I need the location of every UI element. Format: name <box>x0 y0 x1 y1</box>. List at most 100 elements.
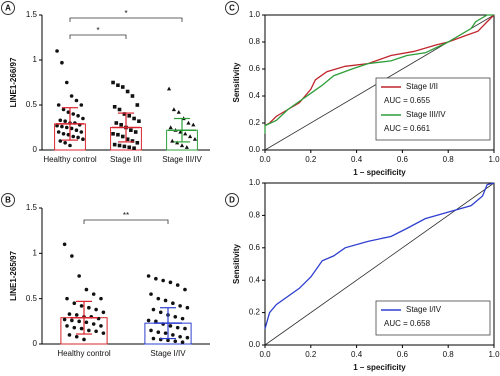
legend-label: Stage I/II <box>406 82 438 91</box>
point <box>91 292 96 296</box>
point <box>120 85 125 89</box>
x-tick-label: 0.4 <box>351 155 363 164</box>
point <box>77 274 81 278</box>
point <box>70 254 74 258</box>
point <box>116 132 120 137</box>
point <box>125 137 130 141</box>
panel-label: A <box>5 4 11 13</box>
point <box>66 110 71 114</box>
point <box>120 134 125 139</box>
point <box>166 86 172 91</box>
y-tick-label: 0.5 <box>26 294 38 303</box>
point <box>178 304 182 308</box>
significance-bracket <box>69 17 183 22</box>
x-tick-label: 0.6 <box>397 350 409 359</box>
point <box>171 301 175 306</box>
point <box>122 144 127 149</box>
point <box>114 121 119 125</box>
point <box>183 131 188 136</box>
point <box>55 49 59 53</box>
y-tick-label: 0.0 <box>249 340 261 349</box>
point <box>101 310 106 315</box>
point <box>127 145 132 150</box>
point <box>99 296 103 301</box>
point <box>191 122 196 127</box>
auc-label: AUC = 0.661 <box>384 124 431 133</box>
panel-badge <box>225 193 239 207</box>
point <box>101 331 106 335</box>
y-axis-label: Sensitivity <box>232 62 241 103</box>
point <box>79 304 84 308</box>
point <box>163 331 168 335</box>
significance-bracket <box>83 219 169 224</box>
point <box>74 128 79 132</box>
point <box>129 128 133 132</box>
y-tick-label: 0.6 <box>249 64 261 73</box>
point <box>69 126 74 131</box>
x-tick-label: 0.6 <box>397 155 409 164</box>
point <box>74 334 79 339</box>
y-axis-label: LINE1-265/97 <box>9 251 18 301</box>
point <box>99 324 103 328</box>
point <box>185 305 190 310</box>
point <box>63 119 67 123</box>
point <box>171 107 177 112</box>
significance-label: ** <box>123 211 129 220</box>
x-tick-label: 0.4 <box>351 350 363 359</box>
y-tick-label: 0.0 <box>249 145 261 154</box>
point <box>87 328 91 333</box>
point <box>76 135 80 140</box>
auc-label: AUC = 0.655 <box>384 96 431 105</box>
y-tick-label: 0 <box>33 339 38 348</box>
point <box>72 325 77 330</box>
point <box>70 318 74 323</box>
point <box>135 141 140 145</box>
point <box>175 140 180 145</box>
point <box>82 337 86 342</box>
point <box>74 313 79 317</box>
point <box>61 132 66 136</box>
point <box>66 132 71 137</box>
point <box>163 298 168 303</box>
point <box>62 242 67 247</box>
panel-label: D <box>229 196 235 205</box>
point <box>133 130 138 134</box>
point <box>156 330 161 335</box>
y-tick-label: 0.6 <box>249 243 261 252</box>
point <box>91 322 96 326</box>
y-tick-label: 0.4 <box>249 91 261 100</box>
point <box>154 319 158 324</box>
point <box>79 130 84 134</box>
y-tick-label: 1.0 <box>249 178 261 187</box>
point <box>55 123 59 128</box>
x-tick-label: Stage I/IV <box>150 349 186 358</box>
point <box>146 274 151 278</box>
point <box>130 94 135 98</box>
point <box>156 296 161 301</box>
point <box>68 143 72 148</box>
point <box>173 315 178 319</box>
point <box>58 139 63 143</box>
point <box>137 119 141 123</box>
point <box>64 125 69 130</box>
x-tick-label: 0.8 <box>443 350 455 359</box>
point <box>122 112 127 116</box>
point <box>168 125 173 130</box>
point <box>67 333 72 337</box>
x-tick-label: Stage I/II <box>110 155 142 164</box>
panel-label: C <box>229 4 235 13</box>
point <box>176 110 181 114</box>
y-tick-label: 1.5 <box>26 203 38 212</box>
point <box>186 120 191 125</box>
x-tick-label: 0.0 <box>259 350 271 359</box>
y-tick-label: 0.2 <box>249 118 261 127</box>
point <box>135 103 140 107</box>
x-tick-label: 0.8 <box>443 155 455 164</box>
point <box>94 329 98 334</box>
x-axis-label: 1 – specificity <box>353 363 406 372</box>
point <box>62 317 67 322</box>
significance-label: * <box>96 26 99 35</box>
point <box>125 89 130 94</box>
point <box>87 305 91 310</box>
point <box>116 83 120 87</box>
